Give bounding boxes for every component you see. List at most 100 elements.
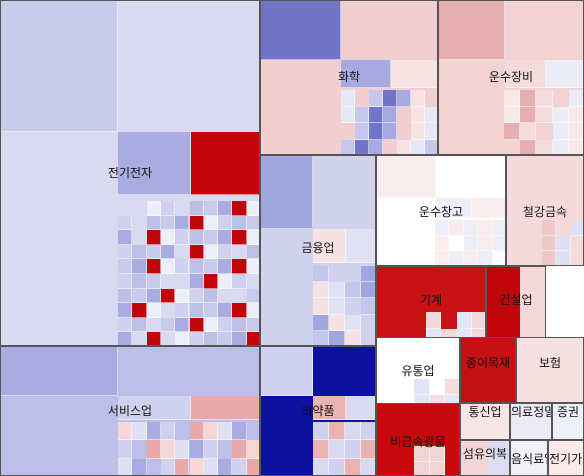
sector-tile[interactable]: 유통업 xyxy=(376,337,460,409)
stock-tile[interactable] xyxy=(1,347,118,397)
stock-tile[interactable] xyxy=(146,244,161,260)
stock-tile[interactable] xyxy=(329,282,345,299)
stock-tile[interactable] xyxy=(425,139,437,154)
stock-tile[interactable] xyxy=(189,215,204,231)
stock-tile[interactable] xyxy=(218,303,233,318)
stock-tile[interactable] xyxy=(246,201,259,216)
stock-tile[interactable] xyxy=(345,458,361,475)
stock-tile[interactable] xyxy=(160,215,176,231)
stock-tile[interactable] xyxy=(345,282,361,299)
stock-tile[interactable] xyxy=(203,317,219,333)
stock-tile[interactable] xyxy=(313,422,329,441)
stock-tile[interactable] xyxy=(361,298,375,315)
sector-tile[interactable]: 전기전자 xyxy=(0,0,260,346)
stock-tile[interactable] xyxy=(552,106,569,123)
stock-tile[interactable] xyxy=(160,422,176,441)
stock-tile[interactable] xyxy=(189,274,204,289)
stock-tile[interactable] xyxy=(570,220,583,236)
stock-tile[interactable] xyxy=(361,282,375,299)
stock-tile[interactable] xyxy=(132,422,147,441)
stock-tile[interactable] xyxy=(390,59,437,88)
stock-tile[interactable] xyxy=(426,312,442,329)
sector-tile[interactable]: 음식료업 xyxy=(510,440,548,476)
stock-tile[interactable] xyxy=(146,303,161,318)
stock-tile[interactable] xyxy=(429,461,446,475)
stock-tile[interactable] xyxy=(429,446,446,462)
stock-tile[interactable] xyxy=(218,458,233,475)
stock-tile[interactable] xyxy=(218,422,233,441)
stock-tile[interactable] xyxy=(345,422,361,441)
stock-tile[interactable] xyxy=(261,156,314,229)
stock-tile[interactable] xyxy=(232,259,247,274)
stock-tile[interactable] xyxy=(203,440,219,459)
stock-tile[interactable] xyxy=(542,220,557,236)
stock-tile[interactable] xyxy=(329,458,345,475)
stock-tile[interactable] xyxy=(132,244,147,260)
stock-tile[interactable] xyxy=(397,90,411,107)
stock-tile[interactable] xyxy=(435,198,472,219)
stock-tile[interactable] xyxy=(175,288,190,304)
stock-tile[interactable] xyxy=(246,458,259,475)
stock-tile[interactable] xyxy=(160,458,176,475)
stock-tile[interactable] xyxy=(189,317,204,333)
stock-tile[interactable] xyxy=(313,458,329,475)
stock-tile[interactable] xyxy=(345,314,361,331)
stock-tile[interactable] xyxy=(463,220,479,236)
stock-tile[interactable] xyxy=(556,235,571,252)
stock-tile[interactable] xyxy=(492,220,505,236)
stock-tile[interactable] xyxy=(542,235,557,252)
stock-tile[interactable] xyxy=(218,230,233,245)
stock-tile[interactable] xyxy=(545,59,583,88)
stock-tile[interactable] xyxy=(189,201,204,216)
stock-tile[interactable] xyxy=(345,396,375,420)
stock-tile[interactable] xyxy=(118,317,133,333)
stock-tile[interactable] xyxy=(146,215,161,231)
stock-tile[interactable] xyxy=(118,458,133,475)
stock-tile[interactable] xyxy=(411,139,425,154)
stock-tile[interactable] xyxy=(232,230,247,245)
stock-tile[interactable] xyxy=(232,201,247,216)
stock-tile[interactable] xyxy=(504,90,521,107)
sector-tile[interactable]: 비금속광물 xyxy=(376,403,460,476)
stock-tile[interactable] xyxy=(175,332,190,345)
stock-tile[interactable] xyxy=(203,259,219,274)
stock-tile[interactable] xyxy=(132,274,147,289)
stock-tile[interactable] xyxy=(504,59,546,88)
stock-tile[interactable] xyxy=(488,441,509,475)
stock-tile[interactable] xyxy=(1,1,118,133)
stock-tile[interactable] xyxy=(146,274,161,289)
stock-tile[interactable] xyxy=(203,332,219,345)
stock-tile[interactable] xyxy=(203,244,219,260)
stock-tile[interactable] xyxy=(218,244,233,260)
stock-tile[interactable] xyxy=(190,132,259,195)
stock-tile[interactable] xyxy=(160,317,176,333)
stock-tile[interactable] xyxy=(175,317,190,333)
stock-tile[interactable] xyxy=(232,303,247,318)
stock-tile[interactable] xyxy=(189,259,204,274)
stock-tile[interactable] xyxy=(232,440,247,459)
stock-tile[interactable] xyxy=(232,274,247,289)
stock-tile[interactable] xyxy=(146,440,161,459)
stock-tile[interactable] xyxy=(132,303,147,318)
stock-tile[interactable] xyxy=(146,288,161,304)
sector-tile[interactable]: 의약품 xyxy=(260,346,376,476)
stock-tile[interactable] xyxy=(190,396,259,420)
sector-tile[interactable]: 통신업 xyxy=(460,403,510,440)
stock-tile[interactable] xyxy=(411,106,425,123)
stock-tile[interactable] xyxy=(329,440,345,459)
stock-tile[interactable] xyxy=(369,106,383,123)
stock-tile[interactable] xyxy=(313,298,329,315)
stock-tile[interactable] xyxy=(313,314,329,331)
stock-tile[interactable] xyxy=(203,303,219,318)
stock-tile[interactable] xyxy=(361,422,375,441)
stock-tile[interactable] xyxy=(520,90,537,107)
stock-tile[interactable] xyxy=(118,422,133,441)
stock-tile[interactable] xyxy=(160,230,176,245)
stock-tile[interactable] xyxy=(118,244,133,260)
stock-tile[interactable] xyxy=(504,106,521,123)
stock-tile[interactable] xyxy=(552,139,569,154)
stock-tile[interactable] xyxy=(261,1,342,60)
stock-tile[interactable] xyxy=(203,201,219,216)
stock-tile[interactable] xyxy=(189,422,204,441)
stock-tile[interactable] xyxy=(568,123,583,140)
